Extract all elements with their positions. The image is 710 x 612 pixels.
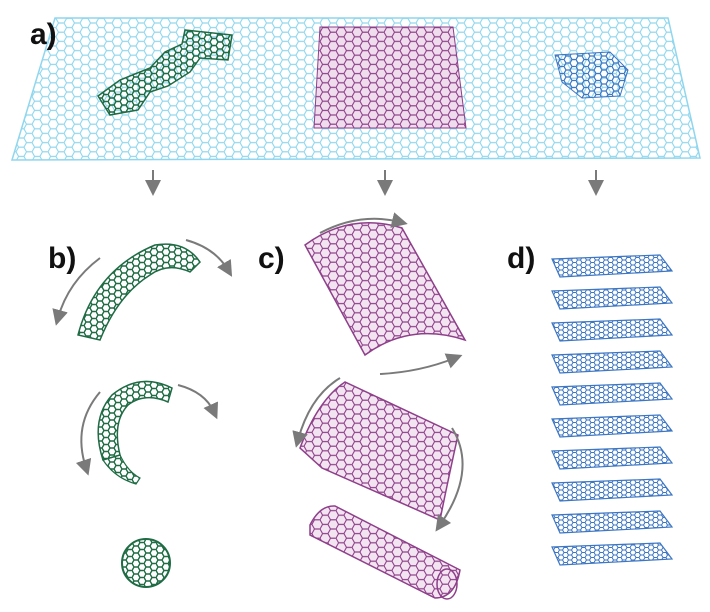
graphite-layer <box>551 414 674 438</box>
graphite-layer <box>551 254 674 278</box>
graphite-layer <box>551 542 674 566</box>
graphite-layer <box>551 350 674 374</box>
graphite-layer <box>551 510 674 534</box>
nanotube-partial-roll <box>299 381 459 522</box>
curved-arrow-icon <box>52 257 101 326</box>
fullerene-ball <box>121 538 171 588</box>
curved-arrow-icon <box>177 384 219 420</box>
curved-arrow-icon <box>292 377 341 448</box>
curved-arrow-icon <box>319 212 408 234</box>
panel-label-a: a) <box>30 18 57 51</box>
sheet-purple-region <box>313 26 467 129</box>
graphite-stack <box>551 254 674 566</box>
sheet-blue-fragment <box>554 51 629 99</box>
graphite-layer <box>551 318 674 342</box>
curved-arrow-icon <box>75 391 101 476</box>
panel-label-c: c) <box>258 242 285 275</box>
nanotube-rolling-sheet <box>304 222 467 357</box>
sheet-green-fragment <box>96 29 233 116</box>
graphite-layer <box>551 286 674 310</box>
graphite-layer <box>551 382 674 406</box>
curved-arrow-icon <box>185 239 233 277</box>
fullerene-partial-cage <box>97 380 173 485</box>
curved-arrow-icon <box>435 427 464 532</box>
panel-label-d: d) <box>507 242 535 275</box>
fullerene-curved-fragment <box>77 243 201 341</box>
panel-label-b: b) <box>48 242 76 275</box>
graphite-layer <box>551 478 674 502</box>
curved-arrow-icon <box>379 353 463 375</box>
graphite-layer <box>551 446 674 470</box>
nanotube-closed <box>309 505 461 600</box>
